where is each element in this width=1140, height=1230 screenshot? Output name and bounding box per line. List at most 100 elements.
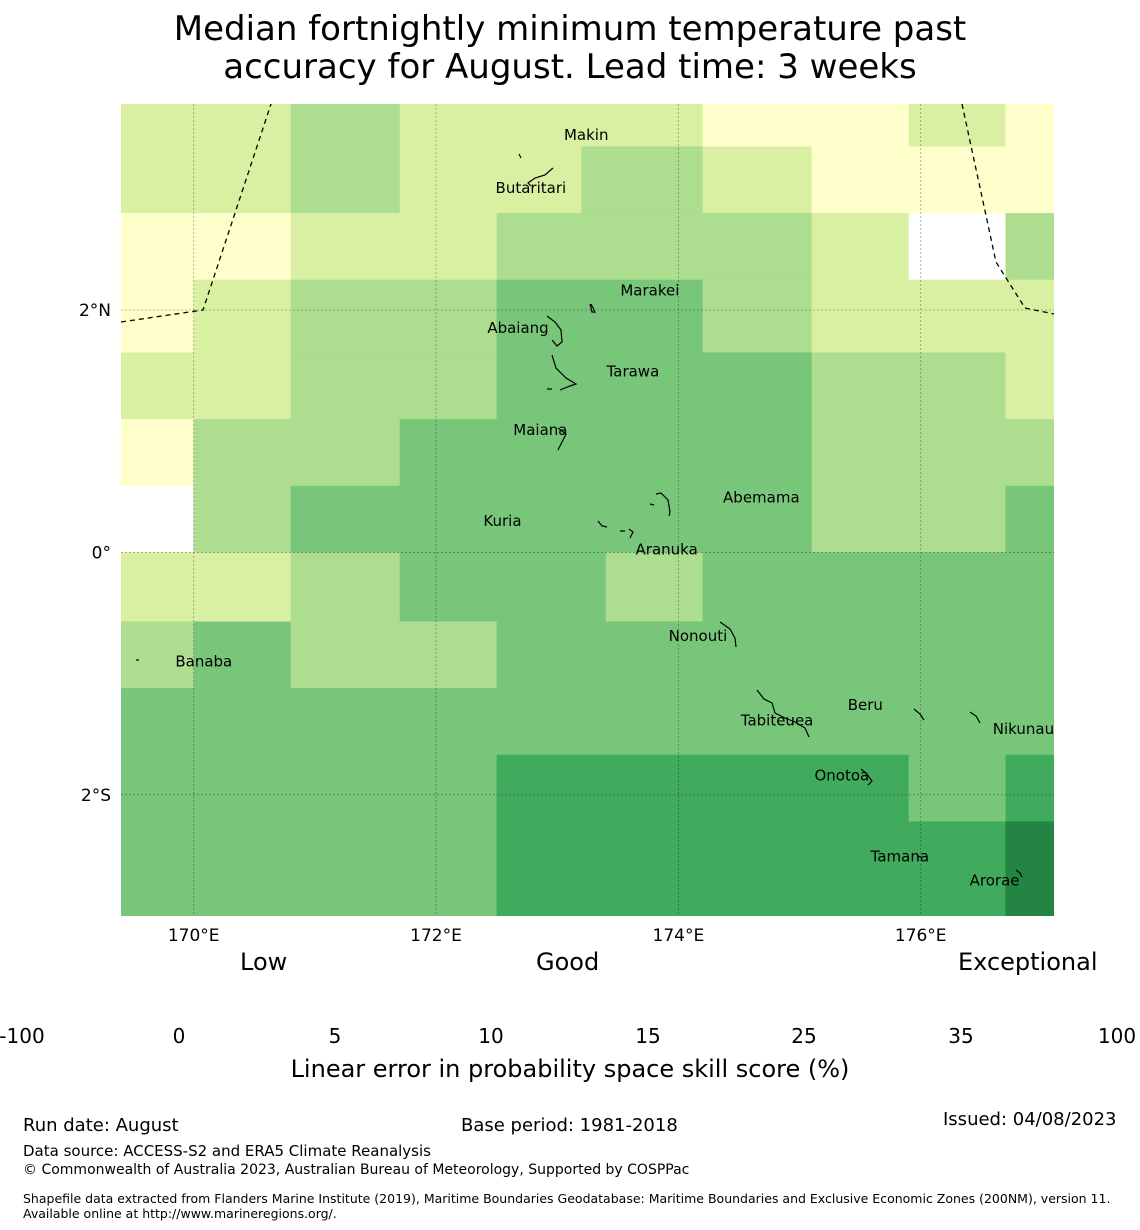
- skill-cell: [193, 279, 292, 353]
- abemama-coast-2: [649, 503, 655, 506]
- issued-date: Issued: 04/08/2023: [943, 1109, 1117, 1130]
- skill-cell: [290, 621, 498, 689]
- island-label: Tabiteuea: [740, 712, 814, 730]
- skill-cell: [121, 621, 195, 689]
- skill-cell: [496, 213, 813, 281]
- x-tick-label: 170°E: [168, 926, 220, 946]
- data-source: Data source: ACCESS-S2 and ERA5 Climate …: [23, 1142, 431, 1160]
- island-label: Abemama: [723, 489, 800, 507]
- island-label: Makin: [564, 126, 609, 144]
- skill-cell: [496, 279, 704, 353]
- base-period: Base period: 1981-2018: [461, 1115, 678, 1136]
- skill-cell: [811, 279, 1054, 353]
- graticule: [121, 104, 1054, 916]
- tabiteuea-coast: [756, 689, 810, 738]
- island-labels: Makin Butaritari Marakei Abaiang Tarawa Maian…: [175, 126, 1054, 890]
- marakei-coast: [589, 303, 596, 313]
- abemama-coast: [655, 492, 671, 517]
- island-label: Tamana: [870, 847, 929, 865]
- skill-cell: [121, 688, 498, 756]
- island-label: Tarawa: [606, 363, 660, 381]
- island-label: Maiana: [513, 421, 567, 439]
- x-tick-label: 172°E: [410, 926, 462, 946]
- skill-cell: [811, 352, 1007, 420]
- skill-cell: [496, 621, 1054, 689]
- x-tick-label: 174°E: [653, 926, 705, 946]
- island-label: Aranuka: [636, 541, 698, 559]
- skill-cell: [811, 485, 1007, 553]
- skill-cell: [1005, 754, 1054, 822]
- skill-cell: [811, 419, 1054, 487]
- island-label: Beru: [848, 696, 883, 714]
- butaritari-coast: [527, 167, 554, 187]
- skill-cell: [121, 754, 498, 916]
- skill-cell: [702, 146, 813, 214]
- colorbar-tick: 10: [478, 1024, 504, 1048]
- skill-cell: [193, 621, 292, 689]
- skill-cell: [121, 485, 195, 553]
- skill-cell: [193, 485, 292, 553]
- colorbar-tick: -100: [0, 1024, 45, 1048]
- arorae-coast: [1015, 869, 1023, 878]
- skill-cell: [193, 419, 401, 487]
- skill-cell: [702, 279, 813, 353]
- skill-cell: [1005, 821, 1054, 916]
- skill-cell: [1005, 213, 1054, 281]
- skill-cell: [496, 754, 910, 916]
- shapefile-credit: Shapefile data extracted from Flanders M…: [23, 1191, 1111, 1221]
- run-date: Run date: August: [23, 1115, 179, 1136]
- copyright: © Commonwealth of Australia 2023, Austra…: [23, 1162, 690, 1178]
- island-label: Kuria: [483, 512, 521, 530]
- island-label: Onotoa: [814, 766, 869, 784]
- skill-cell: [908, 754, 1007, 822]
- y-tick-label: 2°N: [79, 301, 111, 321]
- skill-cell: [121, 352, 292, 420]
- skill-cell: [811, 146, 1007, 214]
- tamana-coast: [916, 855, 922, 858]
- map-title: Median fortnightly minimum temperature p…: [0, 10, 1140, 86]
- skill-cell: [811, 213, 910, 281]
- skill-cell: [290, 213, 498, 281]
- skill-cell: [908, 104, 1007, 147]
- skill-cell: [702, 104, 910, 147]
- skill-cell: [121, 419, 195, 487]
- onotoa-coast: [860, 768, 873, 786]
- abaiang-coast: [546, 315, 563, 347]
- eez-boundaries: [121, 104, 1054, 323]
- skill-cells: [121, 104, 1054, 916]
- skill-cell: [290, 104, 401, 214]
- island-label: Banaba: [175, 652, 232, 670]
- nikunau-coast: [969, 711, 981, 724]
- skill-cell: [908, 213, 1007, 281]
- colorbar-tick: 15: [635, 1024, 661, 1048]
- skill-cell: [121, 552, 292, 622]
- skill-cell: [290, 485, 813, 553]
- island-label: Arorae: [970, 872, 1020, 890]
- skill-cell: [702, 552, 1054, 622]
- beru-coast: [913, 708, 925, 721]
- title-line-1: Median fortnightly minimum temperature p…: [173, 9, 967, 49]
- colorbar-tick: 25: [791, 1024, 817, 1048]
- colorbar-word-low: Low: [240, 948, 288, 976]
- skill-cell: [399, 104, 582, 214]
- colorbar-tick: 35: [948, 1024, 974, 1048]
- kuria-coast: [597, 520, 608, 528]
- maiana-coast: [557, 427, 567, 451]
- tarawa-coast: [551, 354, 578, 391]
- skill-cell: [290, 552, 401, 622]
- colorbar-word-good: Good: [536, 948, 600, 976]
- colorbar-tick: 100: [1097, 1024, 1137, 1048]
- y-tick-label: 0°: [92, 543, 111, 563]
- skill-cell: [1005, 352, 1054, 420]
- y-tick-label: 2°S: [81, 786, 111, 806]
- skill-cell: [581, 104, 704, 147]
- colorbar-tick: 0: [172, 1024, 186, 1048]
- title-line-2: accuracy for August. Lead time: 3 weeks: [223, 47, 917, 87]
- skill-cell: [496, 352, 813, 420]
- skill-map: Makin Butaritari Marakei Abaiang Tarawa Maian…: [79, 104, 1054, 946]
- colorbar-tick: 5: [328, 1024, 342, 1048]
- skill-cell: [121, 104, 292, 214]
- skill-cell: [399, 419, 813, 487]
- x-tick-label: 176°E: [895, 926, 947, 946]
- skill-cell: [121, 213, 292, 281]
